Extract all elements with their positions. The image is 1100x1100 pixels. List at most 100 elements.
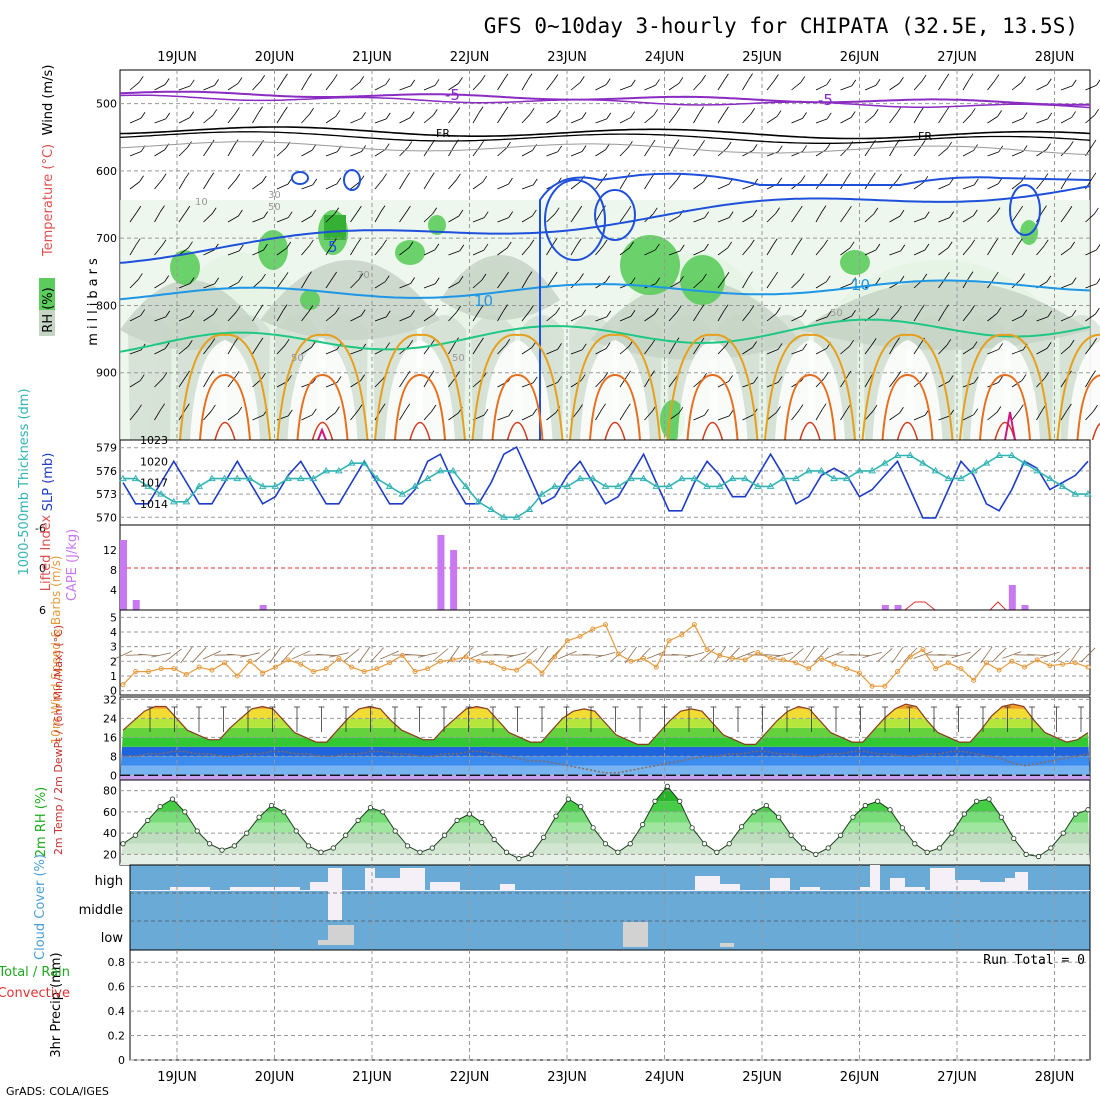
date-label-bottom: 22JUN	[450, 1070, 490, 1085]
thickness-point	[982, 459, 991, 466]
thickness-point	[842, 474, 851, 482]
tick-label: 2	[110, 655, 117, 668]
contour-label: 5	[328, 238, 338, 256]
contour-label: 50	[291, 353, 304, 364]
contour-label: -5	[818, 91, 833, 109]
rh-point	[330, 845, 336, 851]
thickness-point	[639, 474, 648, 482]
tick-label: 700	[96, 232, 117, 245]
date-label-top: 24JUN	[645, 50, 685, 65]
tick-label: 80	[103, 785, 117, 798]
rh-point	[615, 849, 621, 855]
rh-point	[738, 824, 745, 830]
thickness-point	[309, 474, 318, 482]
cloud-high-bar	[170, 887, 210, 890]
tick-label: 40	[103, 827, 117, 840]
cloud-level-label: high	[95, 874, 123, 889]
wind-speed-point	[526, 658, 532, 664]
date-label-top: 21JUN	[352, 50, 392, 65]
thickness-point	[1020, 459, 1029, 466]
tick-label: 3	[110, 641, 117, 654]
rh-point	[998, 814, 1004, 820]
rh-point	[169, 796, 176, 802]
rh-point	[293, 828, 299, 834]
cape-bar	[437, 535, 445, 610]
thickness-point	[284, 474, 292, 482]
wind-speed-point	[476, 658, 482, 664]
wind-speed-point	[145, 669, 151, 675]
rh-point	[528, 851, 534, 857]
rh-point	[380, 809, 386, 815]
thickness-point	[169, 497, 178, 505]
thickness-point	[627, 474, 635, 482]
rh-point	[442, 832, 448, 838]
wind-speed-point	[234, 673, 240, 679]
date-label-top: 28JUN	[1035, 50, 1075, 65]
rh-point	[1060, 830, 1066, 836]
tick-label: 0	[110, 769, 117, 782]
thickness-point	[766, 482, 775, 489]
cloud-high-bar	[400, 868, 425, 890]
wind-speed-point	[222, 660, 228, 666]
thickness-point	[500, 513, 508, 520]
thickness-point	[792, 474, 800, 482]
cloud-high-bar	[328, 868, 342, 920]
rh-point	[132, 832, 138, 838]
thickness-point	[563, 482, 572, 489]
date-label-bottom: 28JUN	[1035, 1070, 1075, 1085]
tick-label: 600	[96, 165, 117, 178]
panel2-ylabel-thickness: 1000-500mb Thickness (dm)	[17, 388, 32, 575]
wind-speed-point	[361, 669, 367, 675]
tick-label: 900	[96, 367, 117, 380]
cloud-high-bar	[870, 865, 880, 890]
rh-point	[640, 822, 646, 828]
thickness-point	[436, 466, 445, 474]
thickness-point	[461, 482, 470, 489]
wind-speed-point	[260, 670, 266, 676]
precip-panel: 0 0.2 0.4 0.6 0.8 Run Total = 0 3hr Precip (…	[0, 949, 1091, 1067]
tick-label: 1014	[140, 498, 168, 511]
wind-speed-point	[717, 652, 723, 658]
thickness-point	[614, 482, 623, 489]
rh-point	[145, 817, 151, 823]
cloud-high-bar	[720, 884, 740, 890]
thickness-point	[220, 474, 229, 482]
thickness-point	[1046, 474, 1054, 482]
rh-point	[491, 836, 497, 843]
thickness-point	[1084, 490, 1092, 497]
wind-speed-point	[336, 655, 342, 661]
wind-speed-point	[399, 652, 405, 658]
wind-speed-point	[387, 660, 393, 666]
tick-label: 0	[118, 1054, 125, 1067]
date-label-bottom: 26JUN	[840, 1070, 880, 1085]
date-label-top: 27JUN	[937, 50, 977, 65]
cloud-panel: high middle low Cloud Cover (%)	[33, 854, 1091, 960]
cloud-high-bar	[230, 887, 300, 890]
cloud-high-bar	[800, 887, 820, 890]
thickness-point	[157, 490, 165, 497]
thickness-point	[830, 474, 838, 482]
date-label-bottom: 21JUN	[352, 1070, 392, 1085]
cloud-high-bar	[365, 868, 375, 890]
tick-label: -6	[35, 522, 46, 535]
tick-label: 4	[110, 626, 117, 639]
thickness-point	[487, 505, 496, 513]
rh-point	[788, 832, 794, 838]
tick-label: 0	[39, 562, 46, 575]
wind-speed-point	[120, 682, 126, 688]
contour-label: -5	[445, 86, 460, 104]
thickness-point	[449, 466, 458, 474]
date-label-bottom: 24JUN	[645, 1070, 685, 1085]
thickness-point	[360, 459, 369, 466]
thickness-point	[804, 466, 813, 474]
tick-label: 4	[110, 584, 117, 597]
wind-speed-point	[577, 633, 583, 639]
tick-label: 0.6	[108, 981, 126, 994]
thickness-point	[741, 474, 750, 482]
rh-point	[714, 849, 720, 855]
wind-speed-point	[171, 666, 177, 672]
thickness-point	[322, 466, 331, 474]
rh-point	[503, 849, 510, 855]
tick-label: 1017	[140, 477, 168, 490]
cloud-high-bar	[695, 876, 720, 890]
